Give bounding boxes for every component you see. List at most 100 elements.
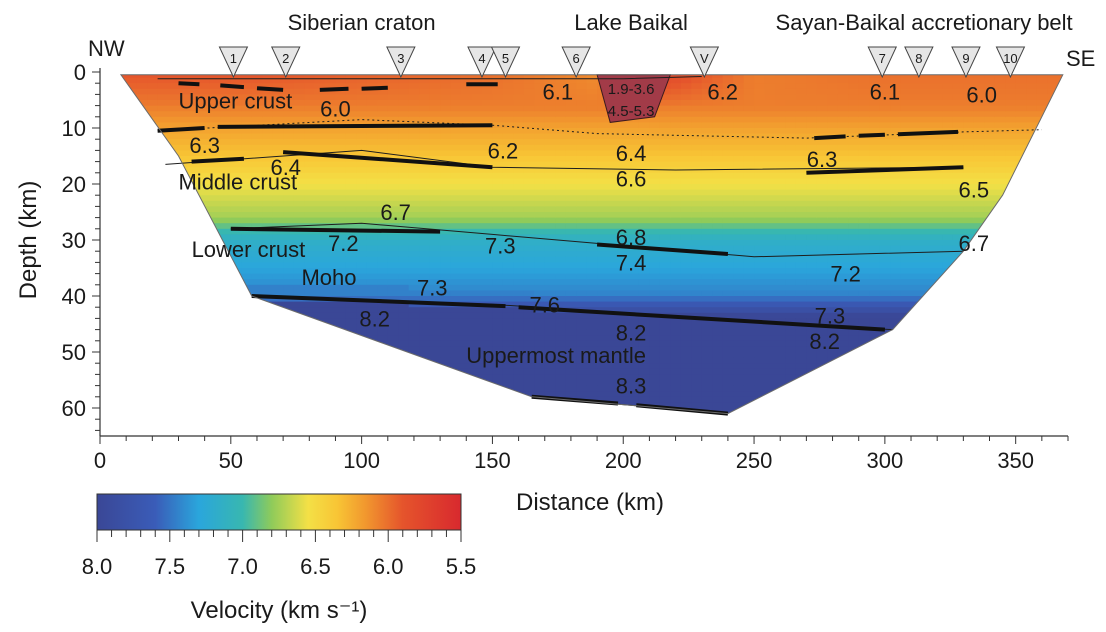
velocity-cell: [429, 380, 441, 387]
velocity-cell: [450, 167, 462, 174]
velocity-cell: [911, 228, 923, 235]
velocity-cell: [743, 139, 755, 146]
velocity-cell: [942, 251, 954, 258]
velocity-cell: [659, 380, 671, 387]
velocity-cell: [272, 368, 284, 375]
velocity-cell: [482, 296, 494, 303]
velocity-cell: [304, 88, 316, 95]
velocity-cell: [879, 301, 891, 308]
velocity-cell: [304, 307, 316, 314]
velocity-cell: [513, 167, 525, 174]
velocity-cell: [848, 374, 860, 381]
velocity-cell: [670, 368, 682, 375]
velocity-cell: [743, 128, 755, 135]
velocity-cell: [869, 88, 881, 95]
velocity-cell: [691, 144, 703, 151]
velocity-cell: [890, 184, 902, 191]
velocity-cell: [126, 312, 138, 319]
velocity-cell: [586, 290, 598, 297]
velocity-cell: [597, 212, 609, 219]
velocity-cell: [911, 100, 923, 107]
velocity-cell: [534, 212, 546, 219]
velocity-cell: [921, 111, 933, 118]
velocity-cell: [335, 234, 347, 241]
velocity-cell: [272, 340, 284, 347]
velocity-cell: [513, 307, 525, 314]
velocity-cell: [178, 133, 190, 140]
velocity-cell: [440, 217, 452, 224]
velocity-cell: [952, 74, 964, 79]
velocity-cell: [450, 279, 462, 286]
velocity-cell: [314, 391, 326, 398]
velocity-cell: [429, 385, 441, 392]
velocity-cell: [157, 352, 169, 359]
velocity-cell: [607, 167, 619, 174]
velocity-cell: [356, 139, 368, 146]
velocity-cell: [659, 228, 671, 235]
velocity-cell: [743, 217, 755, 224]
velocity-cell: [544, 318, 556, 325]
velocity-cell: [325, 161, 337, 168]
velocity-cell: [576, 301, 588, 308]
velocity-cell: [544, 184, 556, 191]
velocity-cell: [670, 413, 682, 414]
velocity-cell: [775, 284, 787, 291]
velocity-cell: [764, 340, 776, 347]
velocity-cell: [576, 245, 588, 252]
velocity-cell: [325, 335, 337, 342]
velocity-cell: [722, 150, 734, 157]
velocity-cell: [408, 133, 420, 140]
velocity-cell: [618, 184, 630, 191]
velocity-cell: [230, 402, 242, 409]
velocity-cell: [597, 357, 609, 364]
velocity-cell: [220, 413, 232, 414]
velocity-cell: [534, 189, 546, 196]
velocity-cell: [858, 396, 870, 403]
velocity-cell: [900, 374, 912, 381]
velocity-cell: [733, 77, 745, 84]
velocity-cell: [764, 290, 776, 297]
velocity-cell: [293, 74, 305, 79]
velocity-cell: [534, 88, 546, 95]
velocity-cell: [387, 290, 399, 297]
velocity-cell: [272, 385, 284, 392]
velocity-cell: [366, 374, 378, 381]
velocity-cell: [712, 223, 724, 230]
velocity-cell: [638, 161, 650, 168]
velocity-cell: [775, 363, 787, 370]
velocity-cell: [262, 94, 274, 101]
velocity-cell: [230, 340, 242, 347]
velocity-cell: [241, 189, 253, 196]
velocity-cell: [670, 94, 682, 101]
velocity-cell: [942, 273, 954, 280]
velocity-cell: [136, 318, 148, 325]
velocity-cell: [775, 144, 787, 151]
velocity-cell: [419, 83, 431, 90]
velocity-cell: [900, 105, 912, 112]
velocity-cell: [659, 156, 671, 163]
velocity-cell: [911, 94, 923, 101]
velocity-cell: [366, 139, 378, 146]
velocity-cell: [932, 167, 944, 174]
velocity-cell: [544, 144, 556, 151]
velocity-cell: [356, 352, 368, 359]
velocity-cell: [597, 234, 609, 241]
velocity-cell: [858, 256, 870, 263]
velocity-cell: [670, 172, 682, 179]
velocity-cell: [502, 357, 514, 364]
velocity-cell: [712, 324, 724, 331]
velocity-cell: [565, 301, 577, 308]
velocity-cell: [837, 88, 849, 95]
velocity-cell: [356, 217, 368, 224]
velocity-cell: [304, 178, 316, 185]
velocity-cell: [858, 217, 870, 224]
velocity-cell: [209, 167, 221, 174]
velocity-cell: [230, 74, 242, 79]
velocity-cell: [408, 318, 420, 325]
velocity-cell: [283, 100, 295, 107]
velocity-cell: [544, 74, 556, 79]
velocity-cell: [408, 212, 420, 219]
velocity-cell: [314, 340, 326, 347]
velocity-cell: [220, 94, 232, 101]
velocity-cell: [565, 296, 577, 303]
